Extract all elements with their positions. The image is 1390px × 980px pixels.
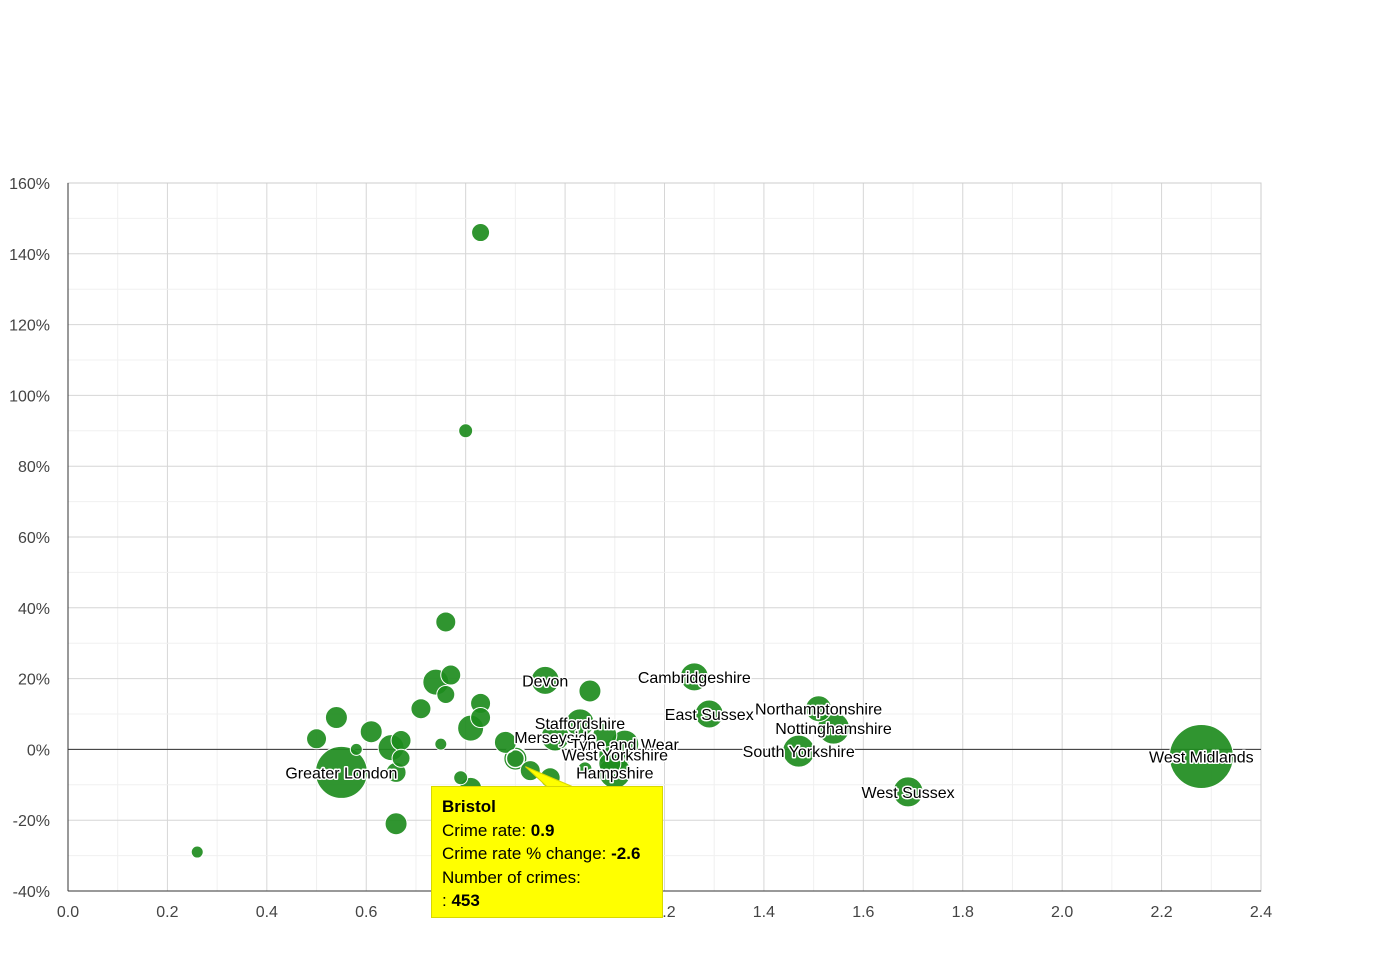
x-tick-label: 0.0	[57, 904, 79, 921]
bubble-label: Tyne and Wear	[571, 737, 680, 754]
tooltip-row-count: : 453	[442, 891, 480, 910]
bubble-labels: West Midlands Greater London West Sussex So…	[284, 668, 1255, 803]
bubble[interactable]	[306, 728, 328, 750]
bubble-northamptonshire[interactable]	[805, 695, 833, 723]
tooltip: Bristol Crime rate: 0.9 Crime rate % cha…	[431, 786, 663, 918]
bubbles	[190, 223, 1234, 859]
x-tick-label: 1.8	[952, 904, 974, 921]
x-tick-label: 0.4	[256, 904, 278, 921]
bubble-west-sussex[interactable]	[892, 776, 924, 808]
y-tick-label: 140%	[9, 247, 50, 264]
bubble-label: South Yorkshire	[743, 744, 855, 761]
y-tick-label: 100%	[9, 388, 50, 405]
bubble-staffordshire[interactable]	[565, 708, 595, 738]
bubble[interactable]	[598, 752, 622, 776]
bubble[interactable]	[577, 761, 593, 777]
bubble-label: Devon	[522, 673, 568, 690]
x-tick-label: 0.2	[156, 904, 178, 921]
bubble[interactable]	[359, 720, 383, 744]
bubble[interactable]	[440, 664, 462, 686]
bubble-label: Nottinghamshire	[775, 721, 892, 738]
bubble-label: Greater London	[285, 765, 397, 782]
x-tick-label: 1.6	[852, 904, 874, 921]
bubble[interactable]	[410, 698, 432, 720]
bubble-cambridgeshire[interactable]	[679, 662, 709, 692]
bubble-label: West Sussex	[862, 785, 955, 802]
bubble[interactable]	[578, 679, 602, 703]
tooltip-row-crime-rate: Crime rate: 0.9	[442, 820, 555, 840]
bubble-label: East Sussex	[665, 707, 754, 724]
bubble[interactable]	[493, 730, 517, 754]
y-tick-label: 0%	[27, 742, 50, 759]
tooltip-title: Bristol	[442, 797, 496, 816]
bubble-greater-london[interactable]	[314, 745, 368, 799]
bubble-label: Cambridgeshire	[638, 670, 751, 687]
tooltip-row-number-of-crimes: Number of crimes:	[442, 867, 581, 887]
y-tick-label: 20%	[18, 672, 50, 689]
bubble[interactable]	[434, 737, 448, 751]
bubble[interactable]	[384, 812, 408, 836]
y-tick-label: 40%	[18, 601, 50, 618]
bubble[interactable]	[470, 707, 492, 729]
bubble[interactable]	[453, 770, 469, 786]
bubble-hover-ring	[505, 748, 526, 769]
bubble-south-yorkshire[interactable]	[782, 734, 816, 768]
x-tick-label: 0.6	[355, 904, 377, 921]
bubble[interactable]	[190, 845, 204, 859]
bubble-label: Merseyside	[514, 730, 596, 747]
x-tick-label: 2.0	[1051, 904, 1073, 921]
bubble-east-sussex[interactable]	[694, 699, 724, 729]
grid	[67, 182, 1262, 892]
y-tick-label: 120%	[9, 318, 50, 335]
bubble[interactable]	[458, 423, 474, 439]
bubble-label: West Midlands	[1149, 749, 1254, 766]
bubble[interactable]	[436, 685, 456, 705]
bubble-label: Northamptonshire	[755, 702, 882, 719]
bubble[interactable]	[391, 748, 411, 768]
y-tick-label: 160%	[9, 176, 50, 193]
tooltip-row-crime-rate-change: Crime rate % change: -2.6	[442, 844, 641, 863]
x-tick-label: 1.4	[753, 904, 775, 921]
bubble-devon[interactable]	[530, 665, 560, 695]
y-tick-label: -20%	[13, 813, 50, 830]
bubble-label: West Yorkshire	[562, 748, 669, 765]
y-tick-label: 60%	[18, 530, 50, 547]
bubble-label: Staffordshire	[535, 716, 626, 733]
bubble[interactable]	[592, 722, 618, 748]
y-tick-label: 80%	[18, 459, 50, 476]
bubble[interactable]	[349, 742, 363, 756]
bubble-label: Hampshire	[576, 765, 653, 782]
x-tick-label: 2.4	[1250, 904, 1272, 921]
bubble[interactable]	[471, 223, 491, 243]
bubble-merseyside[interactable]	[540, 722, 570, 752]
bubble[interactable]	[435, 611, 457, 633]
bubble[interactable]	[324, 706, 348, 730]
x-tick-label: 2.2	[1150, 904, 1172, 921]
bubble[interactable]	[390, 730, 412, 752]
bubble-west-midlands[interactable]	[1168, 723, 1234, 789]
y-tick-label: -40%	[13, 884, 50, 901]
